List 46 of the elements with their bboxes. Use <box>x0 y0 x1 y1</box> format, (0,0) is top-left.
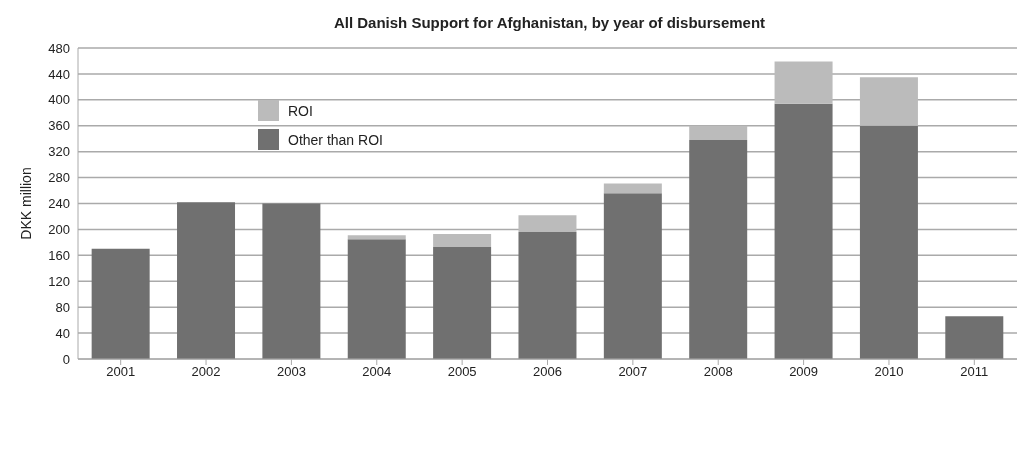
bar <box>433 246 492 359</box>
bar <box>859 77 918 126</box>
y-tick-label: 200 <box>48 222 70 238</box>
bar <box>347 239 406 359</box>
bar <box>603 183 662 194</box>
x-tick-label: 2002 <box>191 364 221 380</box>
y-tick-label: 0 <box>62 351 70 367</box>
y-axis-title: DKK million <box>17 167 34 240</box>
x-tick-label: 2006 <box>533 364 562 380</box>
bar <box>177 202 236 359</box>
x-tick-label: 2004 <box>362 364 392 380</box>
bar <box>774 103 833 359</box>
y-tick-label: 480 <box>48 40 70 56</box>
x-tick-label: 2010 <box>874 364 904 380</box>
x-tick-label: 2003 <box>276 364 306 380</box>
y-tick-label: 40 <box>55 325 70 341</box>
y-tick-label: 240 <box>48 196 70 212</box>
x-tick-label: 2005 <box>447 364 477 380</box>
legend-label: Other than ROI <box>288 131 383 148</box>
bar <box>91 248 150 359</box>
bar <box>689 140 748 359</box>
x-tick-label: 2001 <box>106 364 136 380</box>
chart-title: All Danish Support for Afghanistan, by year of disbursement <box>332 13 767 33</box>
x-tick-label: 2007 <box>618 364 648 380</box>
bar <box>518 215 577 233</box>
bar <box>774 61 833 104</box>
y-tick-label: 160 <box>48 247 70 263</box>
y-tick-label: 80 <box>55 299 70 315</box>
y-tick-label: 320 <box>48 144 70 160</box>
y-tick-label: 440 <box>48 66 70 82</box>
x-tick-label: 2008 <box>703 364 733 380</box>
x-tick-label: 2011 <box>960 364 989 380</box>
bar <box>347 235 406 240</box>
bar <box>433 233 492 247</box>
y-tick-label: 360 <box>48 118 70 134</box>
legend-label: ROI <box>288 102 313 119</box>
bar <box>945 316 1004 359</box>
bar <box>859 125 918 359</box>
y-tick-label: 280 <box>48 170 70 186</box>
y-tick-label: 120 <box>48 273 70 289</box>
bar <box>262 203 321 359</box>
bar <box>518 232 577 359</box>
bar <box>603 193 662 359</box>
x-tick-label: 2009 <box>789 364 819 380</box>
bar <box>689 125 748 140</box>
y-tick-label: 400 <box>48 92 70 108</box>
